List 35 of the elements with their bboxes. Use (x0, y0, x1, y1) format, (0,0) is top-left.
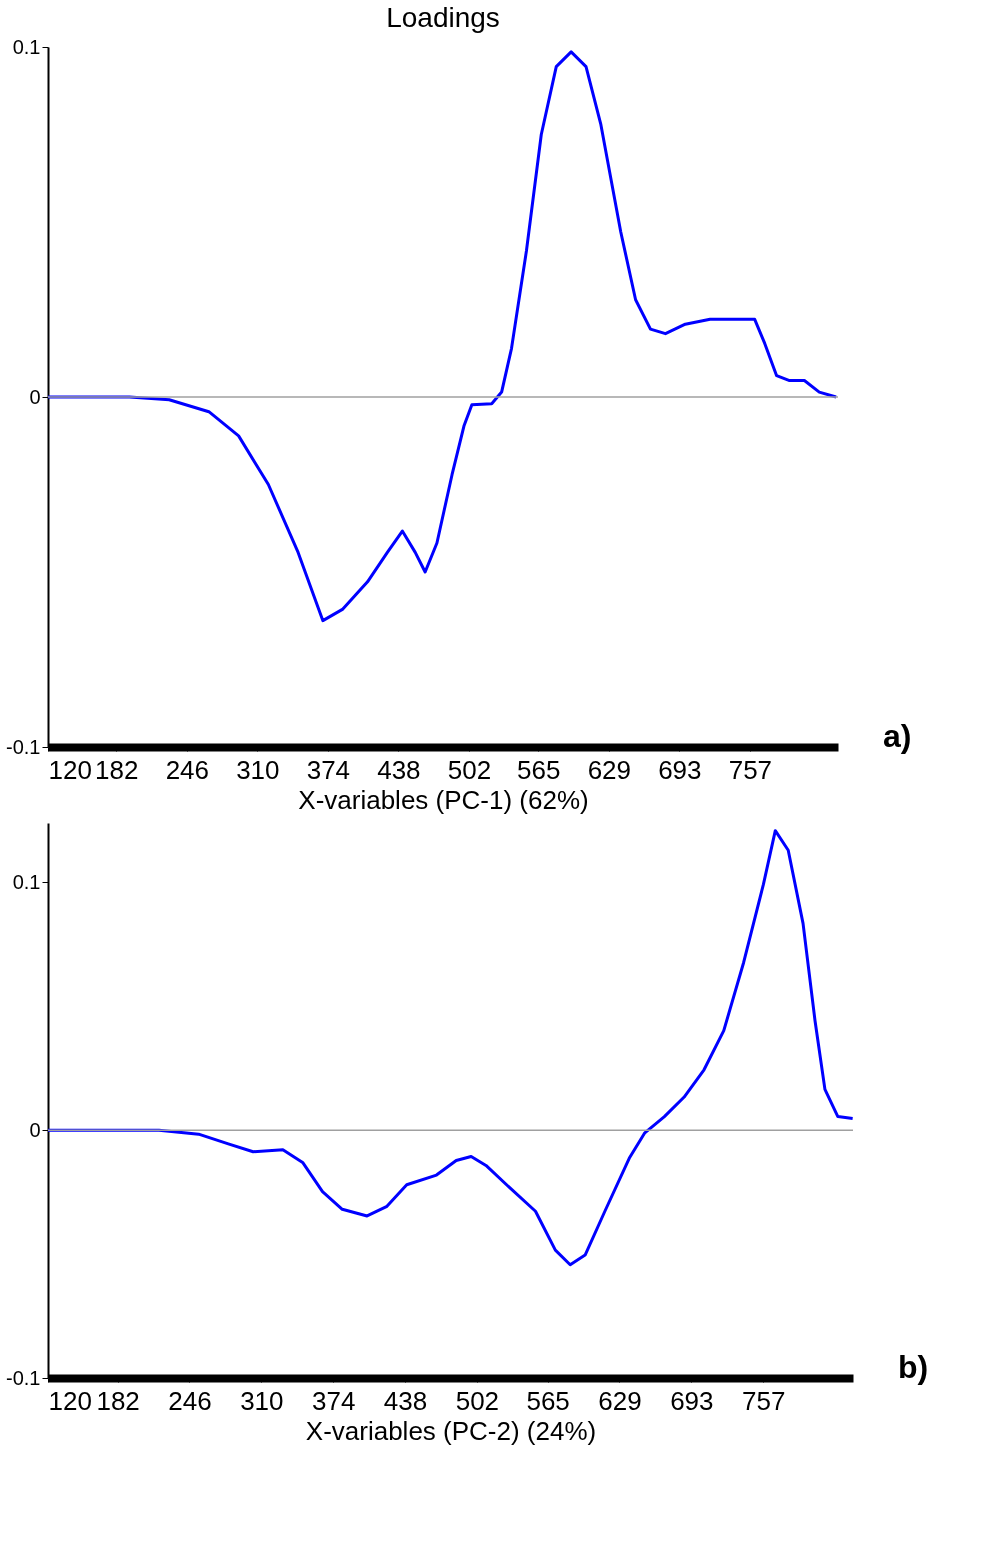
line-series (46, 829, 855, 1267)
x-tick-label: 438 (383, 1385, 428, 1416)
x-tick-label: 310 (236, 754, 280, 785)
x-tick-label: 565 (526, 1385, 570, 1416)
y-tick-label: 0.1 (12, 870, 41, 893)
x-tick-label: 502 (455, 1385, 500, 1416)
x-tick-label: 120 (48, 1385, 92, 1416)
text: b) (898, 1349, 929, 1385)
y-tick-label: 0 (29, 1118, 41, 1141)
x-tick-label: 120 (48, 754, 92, 785)
text: a) (883, 718, 912, 754)
x-axis-title: X-variables (PC-1) (62%) (298, 784, 589, 815)
x-tick-label: 693 (670, 1385, 714, 1416)
x-tick-label: 310 (240, 1385, 284, 1416)
chart-title: Loadings (386, 2, 500, 33)
x-tick-label: 502 (447, 754, 492, 785)
x-tick-label: 374 (311, 1385, 356, 1416)
y-tick-label: -0.1 (6, 1366, 41, 1389)
y-tick-label: 0 (29, 385, 41, 408)
line-series (46, 50, 838, 623)
x-tick-label: 438 (377, 754, 421, 785)
x-tick-label: 246 (168, 1385, 212, 1416)
x-tick-label: 629 (587, 754, 632, 785)
x-tick-label: 629 (598, 1385, 642, 1416)
x-axis-title: X-variables (PC-2) (24%) (305, 1415, 597, 1446)
x-tick-label: 565 (517, 754, 561, 785)
x-tick-label: 374 (306, 754, 351, 785)
x-tick-label: 757 (728, 754, 773, 785)
x-tick-label: 182 (95, 754, 139, 785)
x-tick-label: 246 (165, 754, 210, 785)
x-tick-label: 693 (658, 754, 702, 785)
y-tick-label: -0.1 (6, 735, 41, 758)
x-tick-label: 757 (741, 1385, 786, 1416)
y-tick-label: 0.1 (12, 35, 41, 58)
x-tick-label: 182 (96, 1385, 140, 1416)
